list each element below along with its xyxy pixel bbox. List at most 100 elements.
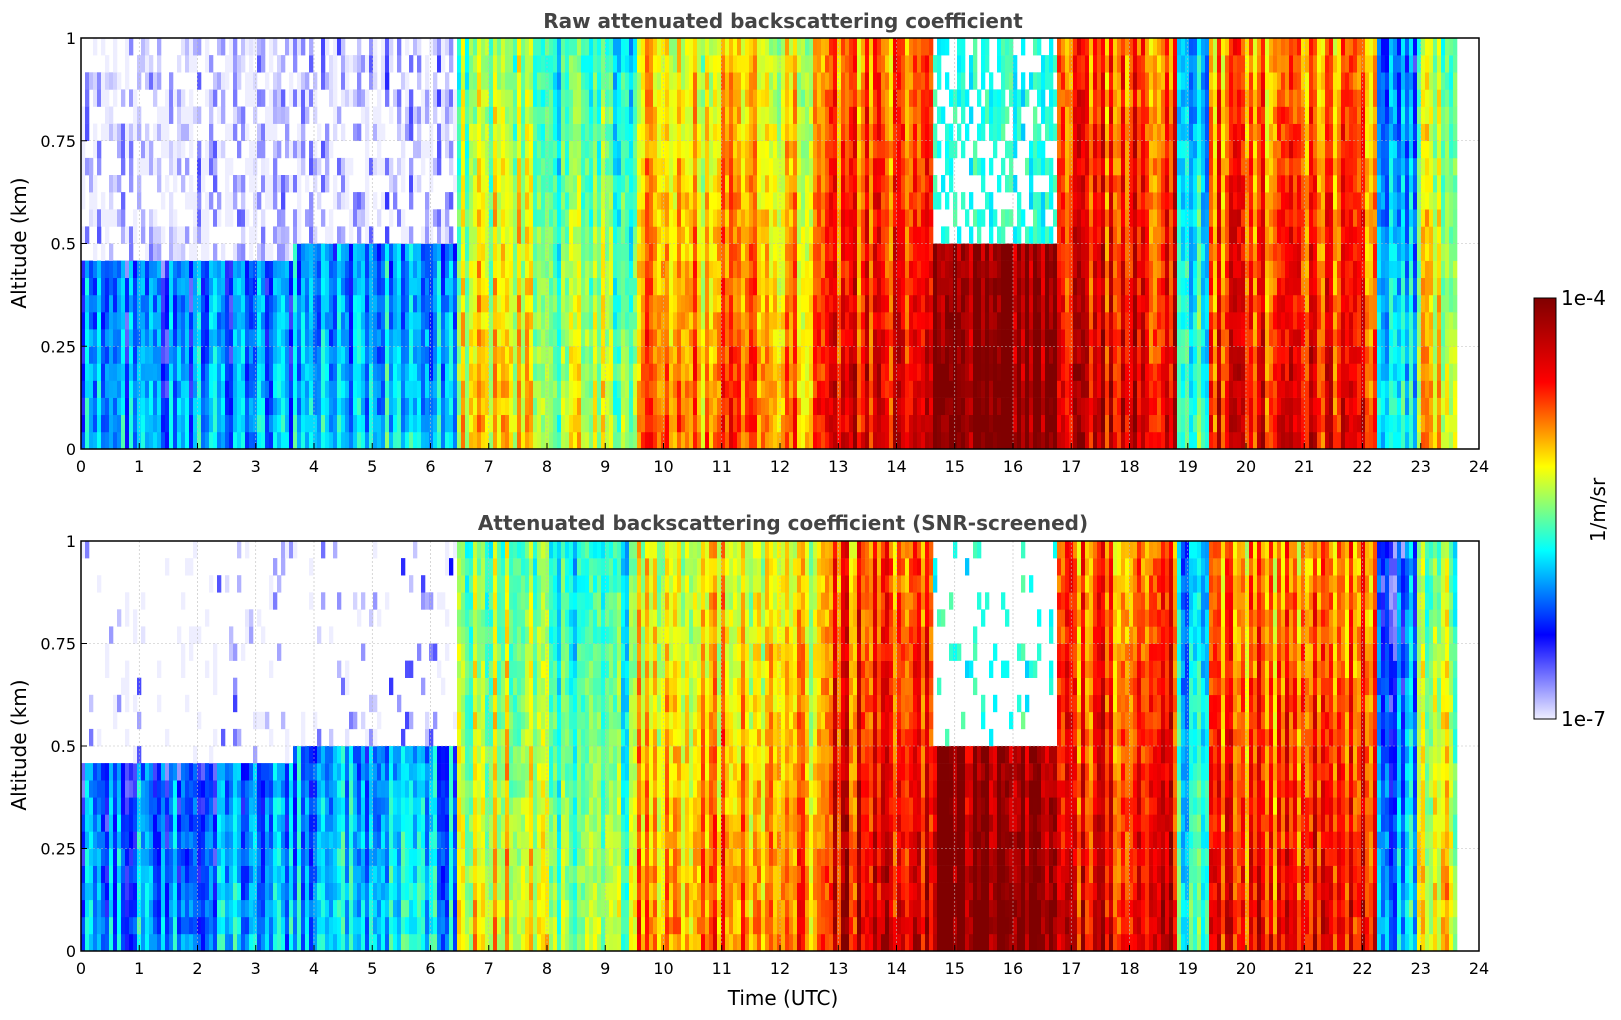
heatmap-cell — [437, 243, 442, 261]
heatmap-cell — [637, 209, 642, 227]
heatmap-cell — [893, 277, 898, 296]
heatmap-cell — [961, 363, 966, 381]
heatmap-cell — [769, 363, 774, 381]
heatmap-cell — [293, 260, 298, 279]
heatmap-cell — [813, 294, 818, 313]
heatmap-cell — [493, 260, 498, 279]
heatmap-cell — [205, 397, 210, 416]
heatmap-cell — [837, 312, 842, 330]
heatmap-cell — [265, 192, 270, 210]
heatmap-cell — [101, 363, 106, 381]
heatmap-cell — [793, 380, 798, 398]
heatmap-cell — [1017, 397, 1022, 416]
heatmap-cell — [977, 363, 982, 381]
heatmap-cell — [497, 294, 502, 313]
heatmap-cell — [625, 363, 630, 381]
heatmap-cell — [309, 277, 314, 296]
heatmap-cell — [953, 397, 958, 416]
heatmap-cell — [757, 329, 762, 347]
heatmap-cell — [109, 72, 114, 90]
heatmap-cell — [229, 414, 234, 433]
heatmap-cell — [421, 312, 426, 330]
heatmap-cell — [309, 346, 314, 364]
heatmap-cell — [269, 38, 274, 56]
heatmap-cell — [429, 380, 434, 398]
heatmap-cell — [405, 243, 410, 261]
heatmap-cell — [697, 123, 702, 142]
heatmap-cell — [85, 312, 90, 330]
heatmap-cell — [493, 72, 498, 90]
heatmap-cell — [677, 106, 682, 124]
heatmap-cell — [489, 312, 494, 330]
heatmap-cell — [361, 192, 366, 210]
heatmap-cell — [565, 431, 570, 450]
heatmap-cell — [693, 414, 698, 433]
heatmap-cell — [901, 312, 906, 330]
heatmap-cell — [489, 346, 494, 364]
heatmap-cell — [425, 312, 430, 330]
heatmap-cell — [333, 397, 338, 416]
heatmap-cell — [457, 277, 462, 296]
heatmap-cell — [985, 55, 990, 73]
heatmap-cell — [761, 38, 766, 56]
heatmap-cell — [973, 431, 978, 450]
heatmap-cell — [437, 89, 442, 107]
heatmap-cell — [913, 243, 918, 261]
heatmap-cell — [249, 346, 254, 364]
heatmap-cell — [741, 175, 746, 193]
heatmap-cell — [101, 312, 106, 330]
heatmap-cell — [893, 140, 898, 159]
heatmap-cell — [685, 431, 690, 450]
heatmap-cell — [397, 277, 402, 296]
heatmap-cell — [965, 431, 970, 450]
heatmap-cell — [637, 243, 642, 261]
heatmap-cell — [521, 277, 526, 296]
heatmap-cell — [845, 175, 850, 193]
heatmap-cell — [841, 106, 846, 124]
heatmap-cell — [309, 397, 314, 416]
heatmap-cell — [869, 226, 874, 244]
heatmap-cell — [797, 226, 802, 244]
heatmap-cell — [157, 55, 162, 73]
heatmap-cell — [193, 55, 198, 73]
heatmap-cell — [293, 226, 298, 244]
heatmap-cell — [977, 123, 982, 142]
heatmap-cell — [521, 397, 526, 416]
heatmap-cell — [749, 431, 754, 450]
heatmap-cell — [661, 312, 666, 330]
heatmap-cell — [609, 157, 614, 176]
heatmap-cell — [993, 363, 998, 381]
heatmap-cell — [421, 226, 426, 244]
heatmap-cell — [553, 312, 558, 330]
heatmap-cell — [797, 38, 802, 56]
heatmap-cell — [229, 380, 234, 398]
heatmap-cell — [93, 140, 98, 159]
heatmap-cell — [977, 380, 982, 398]
heatmap-cell — [445, 89, 450, 107]
heatmap-cell — [961, 38, 966, 56]
heatmap-cell — [169, 294, 174, 313]
heatmap-cell — [245, 397, 250, 416]
heatmap-cell — [549, 226, 554, 244]
heatmap-cell — [929, 123, 934, 142]
heatmap-cell — [553, 294, 558, 313]
heatmap-cell — [641, 329, 646, 347]
heatmap-cell — [597, 294, 602, 313]
heatmap-cell — [93, 192, 98, 210]
heatmap-cell — [1017, 277, 1022, 296]
heatmap-cell — [237, 294, 242, 313]
heatmap-cell — [661, 89, 666, 107]
heatmap-cell — [93, 294, 98, 313]
heatmap-cell — [237, 380, 242, 398]
heatmap-cell — [417, 329, 422, 347]
heatmap-cell — [685, 260, 690, 279]
heatmap-cell — [825, 175, 830, 193]
heatmap-cell — [789, 192, 794, 210]
heatmap-cell — [837, 157, 842, 176]
heatmap-cell — [909, 72, 914, 90]
heatmap-cell — [425, 209, 430, 227]
heatmap-cell — [389, 363, 394, 381]
heatmap-cell — [161, 294, 166, 313]
heatmap-cell — [337, 226, 342, 244]
heatmap-cell — [1001, 226, 1006, 244]
